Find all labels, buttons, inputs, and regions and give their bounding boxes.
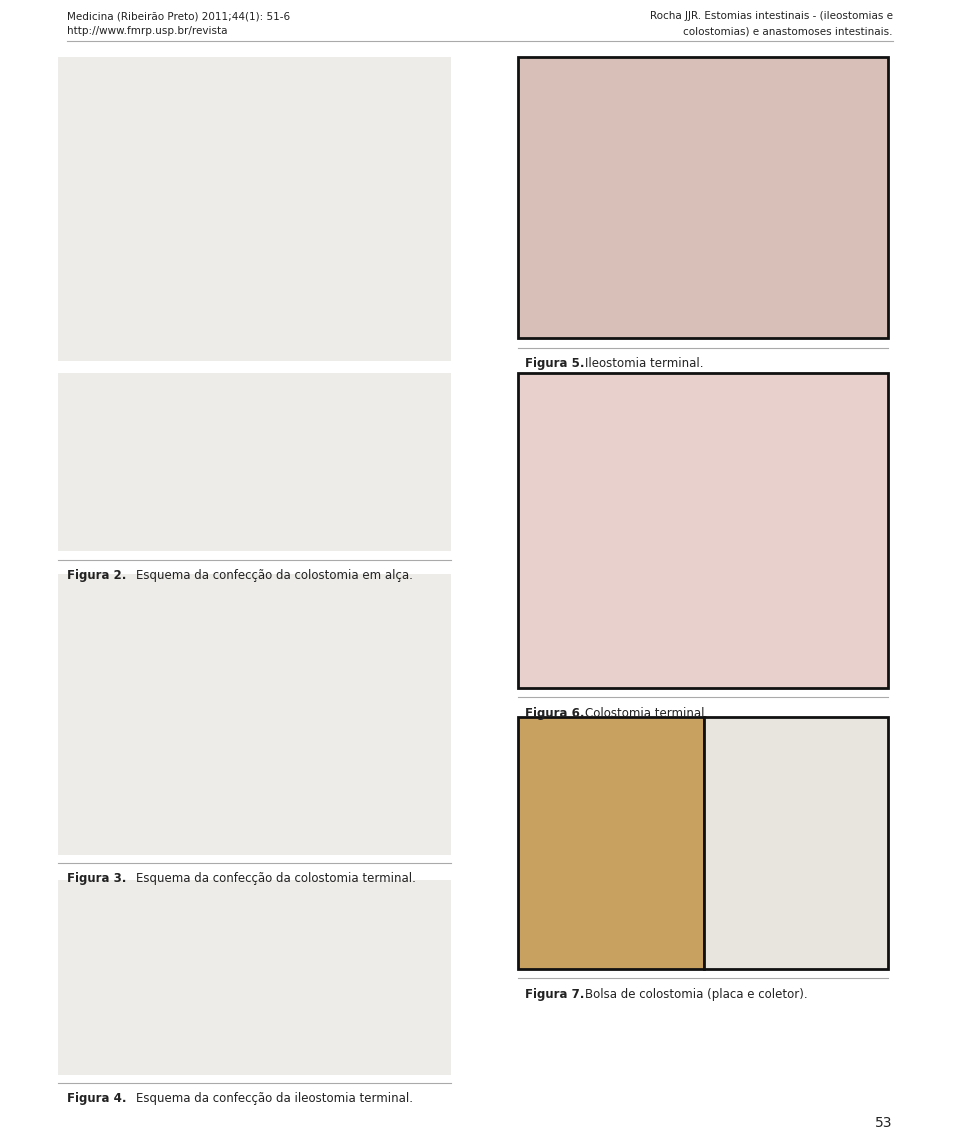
Text: Esquema da confecção da colostomia em alça.: Esquema da confecção da colostomia em al… bbox=[136, 569, 413, 582]
Text: Figura 3.: Figura 3. bbox=[67, 872, 127, 884]
Text: http://www.fmrp.usp.br/revista: http://www.fmrp.usp.br/revista bbox=[67, 26, 228, 37]
Bar bbox=[704, 717, 888, 969]
Text: Esquema da confecção da colostomia terminal.: Esquema da confecção da colostomia termi… bbox=[136, 872, 417, 884]
Bar bbox=[58, 57, 451, 361]
Bar bbox=[518, 717, 704, 969]
Text: 53: 53 bbox=[876, 1116, 893, 1130]
Text: Figura 5.: Figura 5. bbox=[525, 357, 585, 369]
Bar bbox=[58, 880, 451, 1075]
Bar bbox=[58, 373, 451, 551]
Bar bbox=[58, 574, 451, 855]
Text: Esquema da confecção da ileostomia terminal.: Esquema da confecção da ileostomia termi… bbox=[136, 1092, 414, 1105]
Text: Medicina (Ribeirão Preto) 2011;44(1): 51-6: Medicina (Ribeirão Preto) 2011;44(1): 51… bbox=[67, 11, 290, 22]
Text: Figura 6.: Figura 6. bbox=[525, 707, 585, 719]
Bar bbox=[518, 57, 888, 338]
Text: Rocha JJR. Estomias intestinais - (ileostomias e: Rocha JJR. Estomias intestinais - (ileos… bbox=[650, 11, 893, 22]
Text: Ileostomia terminal.: Ileostomia terminal. bbox=[585, 357, 703, 369]
Text: Figura 4.: Figura 4. bbox=[67, 1092, 127, 1105]
Bar bbox=[518, 373, 888, 688]
Text: Figura 7.: Figura 7. bbox=[525, 988, 585, 1000]
Text: Bolsa de colostomia (placa e coletor).: Bolsa de colostomia (placa e coletor). bbox=[585, 988, 807, 1000]
Text: Figura 2.: Figura 2. bbox=[67, 569, 127, 582]
Text: Colostomia terminal.: Colostomia terminal. bbox=[585, 707, 708, 719]
Text: colostomias) e anastomoses intestinais.: colostomias) e anastomoses intestinais. bbox=[684, 26, 893, 37]
